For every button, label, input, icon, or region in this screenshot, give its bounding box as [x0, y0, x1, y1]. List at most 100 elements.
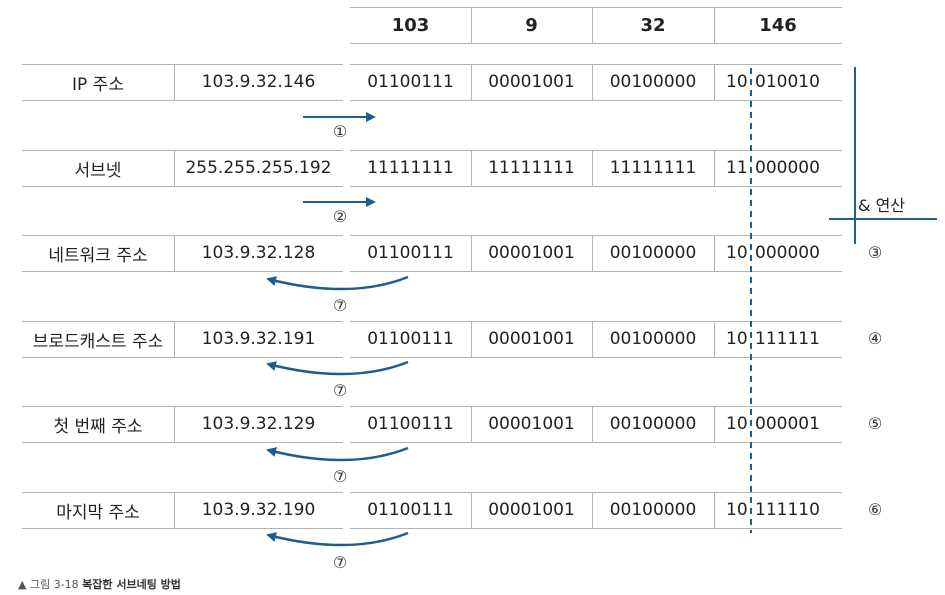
- last-address-octet-3: 00100000: [609, 500, 697, 520]
- last-address-bottom-rule: [22, 528, 343, 529]
- step-7-arrow: [266, 360, 409, 376]
- step-7-label: ⑦: [332, 553, 348, 572]
- last-address-octet-4: 10 111110: [714, 492, 842, 528]
- last-address-octet-1: 01100111: [367, 500, 454, 520]
- step-1-label: ①: [332, 122, 348, 141]
- broadcast-address-divider: [714, 321, 715, 357]
- ip-address-divider: [592, 64, 593, 100]
- subnet-mask-top-rule: [22, 150, 343, 151]
- network-address-step-marker: ③: [867, 243, 883, 262]
- broadcast-address-bottom-rule: [22, 357, 343, 358]
- last-address-divider: [471, 492, 472, 528]
- network-address-top-rule: [22, 235, 343, 236]
- broadcast-address-host-bits: 111111: [755, 329, 820, 349]
- subnet-mask-label: 서브넷: [74, 160, 122, 181]
- ip-address-octet-3: 00100000: [609, 72, 697, 92]
- ip-address-octet-1: 01100111: [367, 72, 454, 92]
- step-7-arrow: [266, 531, 409, 547]
- first-address-divider: [714, 406, 715, 442]
- ip-address-top-rule: [22, 64, 343, 65]
- network-address-label: 네트워크 주소: [48, 245, 148, 266]
- broadcast-address-binary-bottom-rule: [350, 357, 842, 358]
- header-octet-2: 9: [525, 14, 538, 36]
- first-address-dotted-decimal: 103.9.32.129: [201, 414, 316, 434]
- first-address-divider: [592, 406, 593, 442]
- last-address-top-rule: [22, 492, 343, 493]
- network-address-network-bits: 10: [726, 243, 748, 263]
- broadcast-address-binary-top-rule: [350, 321, 842, 322]
- figure-number: 그림 3-18: [29, 578, 79, 591]
- ip-address-host-bits: 010010: [755, 72, 820, 92]
- subnet-mask-binary-top-rule: [350, 150, 842, 151]
- subnet-mask-network-bits: 11: [726, 158, 748, 178]
- ip-address-network-bits: 10: [726, 72, 748, 92]
- ip-address-divider: [174, 64, 175, 100]
- first-address-divider: [174, 406, 175, 442]
- first-address-host-bits: 000001: [755, 414, 820, 434]
- and-operation-label: & 연산: [858, 196, 906, 215]
- subnet-mask-divider: [174, 150, 175, 186]
- first-address-top-rule: [22, 406, 343, 407]
- step-7-arrow: [266, 275, 409, 291]
- broadcast-address-octet-2: 00001001: [488, 329, 575, 349]
- last-address-octet-2: 00001001: [488, 500, 575, 520]
- header-divider: [714, 7, 715, 43]
- last-address-step-marker: ⑥: [867, 500, 883, 519]
- first-address-octet-2: 00001001: [488, 414, 575, 434]
- first-address-octet-3: 00100000: [609, 414, 697, 434]
- first-address-binary-top-rule: [350, 406, 842, 407]
- last-address-divider: [174, 492, 175, 528]
- broadcast-address-step-marker: ④: [867, 329, 883, 348]
- broadcast-address-octet-4: 10 111111: [714, 321, 842, 357]
- subnet-mask-divider: [471, 150, 472, 186]
- network-address-octet-3: 00100000: [609, 243, 697, 263]
- ip-address-octet-2: 00001001: [488, 72, 575, 92]
- ip-address-dotted-decimal: 103.9.32.146: [201, 72, 316, 92]
- last-address-binary-top-rule: [350, 492, 842, 493]
- header-divider: [471, 7, 472, 43]
- first-address-binary-bottom-rule: [350, 442, 842, 443]
- first-address-octet-4: 10 000001: [714, 406, 842, 442]
- header-divider: [592, 7, 593, 43]
- first-address-divider: [471, 406, 472, 442]
- ip-address-label: IP 주소: [72, 74, 124, 95]
- first-address-step-marker: ⑤: [867, 414, 883, 433]
- subnet-mask-bottom-rule: [22, 186, 343, 187]
- ip-address-bottom-rule: [22, 100, 343, 101]
- ip-address-binary-bottom-rule: [350, 100, 842, 101]
- figure-caption: ▲ 그림 3-18 복잡한 서브네팅 방법: [18, 576, 181, 592]
- ip-address-binary-top-rule: [350, 64, 842, 65]
- step-7-label: ⑦: [332, 296, 348, 315]
- first-address-bottom-rule: [22, 442, 343, 443]
- network-address-host-bits: 000000: [755, 243, 820, 263]
- network-address-dotted-decimal: 103.9.32.128: [201, 243, 316, 263]
- network-address-octet-1: 01100111: [367, 243, 454, 263]
- network-address-octet-2: 00001001: [488, 243, 575, 263]
- broadcast-address-label: 브로드캐스트 주소: [32, 331, 164, 352]
- network-address-bottom-rule: [22, 271, 343, 272]
- broadcast-address-divider: [174, 321, 175, 357]
- subnet-mask-octet-4: 11 000000: [714, 150, 842, 186]
- triangle-icon: ▲: [18, 578, 27, 591]
- network-address-binary-top-rule: [350, 235, 842, 236]
- last-address-divider: [714, 492, 715, 528]
- subnet-mask-octet-1: 11111111: [367, 158, 454, 178]
- figure-title: 복잡한 서브네팅 방법: [82, 578, 181, 591]
- last-address-divider: [592, 492, 593, 528]
- subnet-mask-octet-2: 11111111: [488, 158, 575, 178]
- network-address-binary-bottom-rule: [350, 271, 842, 272]
- ip-address-divider: [714, 64, 715, 100]
- network-address-divider: [714, 235, 715, 271]
- header-octet-3: 32: [640, 14, 666, 36]
- broadcast-address-octet-3: 00100000: [609, 329, 697, 349]
- header-bottom-rule: [350, 43, 842, 44]
- network-address-divider: [592, 235, 593, 271]
- subnet-mask-divider: [592, 150, 593, 186]
- subnet-mask-octet-3: 11111111: [609, 158, 697, 178]
- last-address-network-bits: 10: [726, 500, 748, 520]
- network-address-divider: [471, 235, 472, 271]
- step-7-label: ⑦: [332, 467, 348, 486]
- subnet-mask-divider: [714, 150, 715, 186]
- last-address-dotted-decimal: 103.9.32.190: [201, 500, 316, 520]
- header-top-rule: [350, 7, 842, 8]
